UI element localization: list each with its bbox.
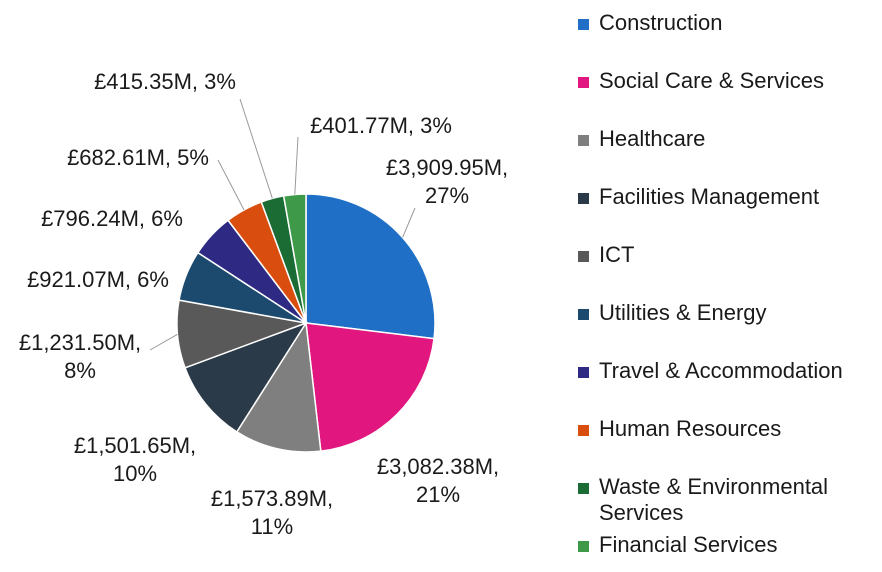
leader-lines: [149, 98, 416, 351]
pie-slice-social-care-services: [305, 322, 435, 452]
leader-line: [149, 333, 178, 351]
legend-label: Waste & Environmental Services: [599, 474, 829, 525]
legend-item: Facilities Management: [578, 184, 869, 210]
legend-swatch: [578, 251, 589, 262]
pie-slice-financial-services: [282, 193, 307, 324]
legend-item: Financial Services: [578, 532, 869, 558]
legend-item: Healthcare: [578, 126, 869, 152]
pie-slices: [176, 193, 436, 453]
legend-swatch: [578, 193, 589, 204]
pie-slice-facilities-management: [184, 321, 308, 433]
legend-swatch: [578, 135, 589, 146]
data-label: £796.24M, 6%: [41, 206, 183, 231]
legend-label: Facilities Management: [599, 184, 820, 209]
legend-item: Waste & Environmental Services: [578, 474, 869, 526]
legend-item: Travel & Accommodation: [578, 358, 869, 384]
legend-item: ICT: [578, 242, 869, 268]
pie-slice-healthcare: [235, 320, 322, 453]
leader-line: [217, 159, 245, 211]
legend-swatch: [578, 367, 589, 378]
legend-label: Human Resources: [599, 416, 782, 441]
data-label: £1,501.65M, 10%: [74, 433, 196, 486]
leader-line: [239, 98, 273, 199]
legend-label: Construction: [599, 10, 723, 35]
legend-label: Travel & Accommodation: [599, 358, 843, 383]
data-label: £921.07M, 6%: [27, 267, 169, 292]
pie-slice-construction: [305, 193, 436, 340]
legend-swatch: [578, 425, 589, 436]
legend-swatch: [578, 77, 589, 88]
legend-swatch: [578, 19, 589, 30]
legend-item: Social Care & Services: [578, 68, 869, 94]
legend-swatch: [578, 483, 589, 494]
data-label: £415.35M, 3%: [94, 69, 236, 94]
legend-item: Construction: [578, 10, 869, 36]
legend-swatch: [578, 541, 589, 552]
legend-swatch: [578, 309, 589, 320]
data-label: £3,082.38M, 21%: [377, 454, 499, 507]
data-label: £1,573.89M, 11%: [211, 486, 333, 539]
legend-label: ICT: [599, 242, 635, 267]
legend-label: Financial Services: [599, 532, 778, 557]
leader-line: [402, 207, 416, 238]
data-label: £3,909.95M, 27%: [386, 155, 508, 208]
legend-item: Human Resources: [578, 416, 869, 442]
legend-label: Social Care & Services: [599, 68, 824, 93]
legend-label: Healthcare: [599, 126, 706, 151]
legend-label: Utilities & Energy: [599, 300, 767, 325]
data-label: £682.61M, 5%: [67, 145, 209, 170]
data-labels: £3,909.95M, 27% £3,082.38M, 21% £1,573.89M, 1…: [19, 69, 508, 539]
data-label: £401.77M, 3%: [310, 113, 452, 138]
legend-item: Utilities & Energy: [578, 300, 869, 326]
data-label: £1,231.50M, 8%: [19, 330, 141, 383]
leader-line: [294, 136, 299, 195]
